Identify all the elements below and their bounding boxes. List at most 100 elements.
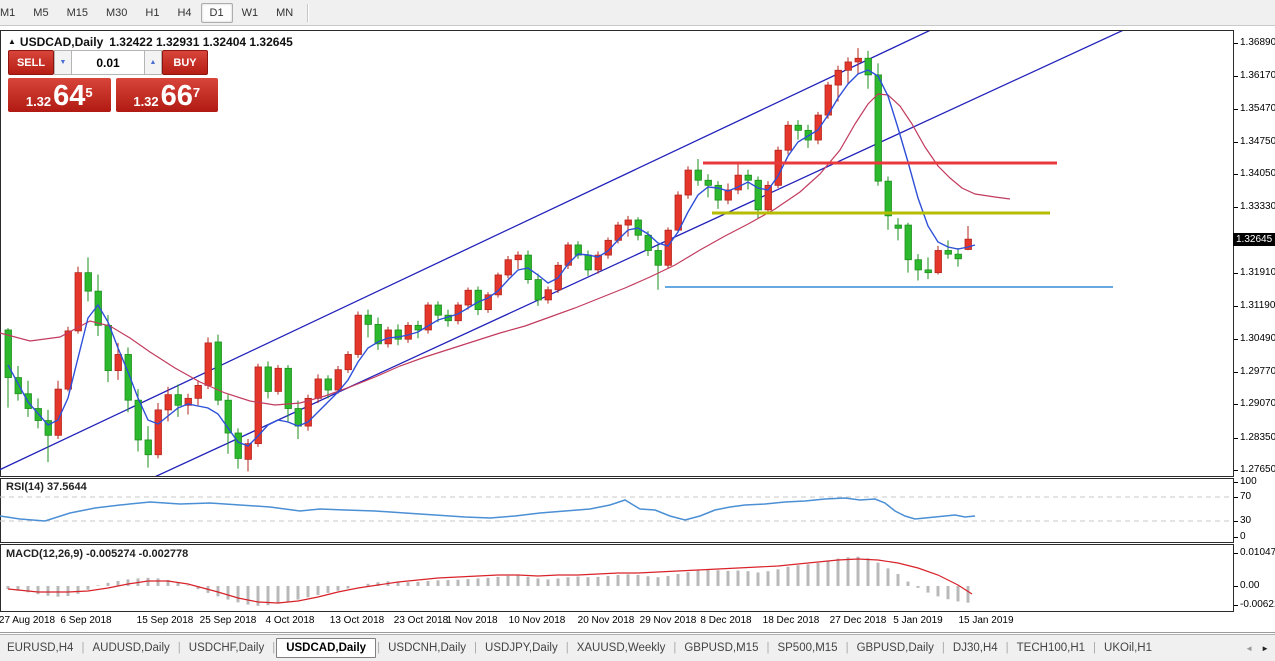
candle-up	[784, 124, 792, 151]
chart-title-bar: ▲ USDCAD,Daily 1.32422 1.32931 1.32404 1.3…	[8, 35, 293, 49]
candle-up	[624, 219, 632, 226]
timeframe-button-H4[interactable]: H4	[177, 6, 192, 19]
volume-decrease-button[interactable]: ▼	[54, 50, 72, 75]
candle-down	[414, 324, 422, 331]
candle-down	[224, 399, 232, 434]
tab-separator: |	[177, 642, 181, 654]
candle-up	[684, 169, 692, 196]
sell-price-point: 5	[85, 85, 93, 100]
candle-up	[594, 254, 602, 271]
chart-tab-TECH100-H1[interactable]: TECH100,H1	[1016, 642, 1086, 654]
candle-up	[114, 354, 122, 372]
candle-up	[154, 409, 162, 456]
timeframe-toolbar: M1 M5 M15 M30 H1 H4 D1 W1 MN	[0, 0, 1275, 26]
candle-down	[4, 329, 12, 378]
chart-tab-DJ30-H4[interactable]: DJ30,H4	[952, 642, 998, 654]
chart-tab-EURUSD-H4[interactable]: EURUSD,H4	[7, 642, 74, 654]
spinner-up-icon: ▲	[149, 59, 157, 66]
candle-up	[314, 378, 322, 399]
timeframe-button-D1[interactable]: D1	[200, 2, 233, 23]
macd-axis-label: 0.00	[1240, 580, 1260, 591]
tab-separator: |	[1093, 642, 1097, 654]
tab-scroll-right-icon[interactable]: ►	[1261, 643, 1269, 653]
date-axis-label: 4 Oct 2018	[265, 615, 315, 626]
price-axis-label: 1.27650	[1240, 464, 1275, 475]
candle-up	[964, 238, 972, 250]
tab-separator: |	[766, 642, 770, 654]
candle-down	[124, 354, 132, 401]
rsi-line	[0, 497, 976, 522]
timeframe-button-M15[interactable]: M15	[66, 6, 88, 19]
candle-down	[644, 234, 652, 251]
chart-tab-USDCAD-Daily[interactable]: USDCAD,Daily	[276, 638, 377, 658]
timeframe-button-W1[interactable]: W1	[241, 6, 259, 19]
price-axis-label: 1.30490	[1240, 333, 1275, 344]
price-chart-canvas[interactable]	[0, 31, 1232, 476]
candle-up	[74, 272, 82, 332]
tab-separator: |	[941, 642, 945, 654]
candle-down	[534, 279, 542, 301]
buy-price-pips: 66	[160, 80, 193, 112]
volume-input[interactable]: 0.01	[72, 50, 144, 75]
candle-up	[244, 443, 252, 460]
chart-collapse-triangle-icon[interactable]: ▲	[8, 37, 16, 46]
date-axis-label: 6 Sep 2018	[60, 615, 112, 626]
chart-tab-USDCHF-Daily[interactable]: USDCHF,Daily	[188, 642, 265, 654]
tab-scroll-left-icon[interactable]: ◄	[1245, 643, 1254, 653]
date-axis-label: 29 Nov 2018	[639, 615, 697, 626]
tab-separator: |	[845, 642, 849, 654]
chart-tab-XAUUSD-Weekly[interactable]: XAUUSD,Weekly	[576, 642, 666, 654]
rsi-axis-tick	[1234, 521, 1238, 522]
candle-down	[294, 408, 302, 427]
chart-tab-SP500-M15[interactable]: SP500,M15	[777, 642, 838, 654]
candle-up	[424, 304, 432, 331]
chart-tab-AUDUSD-Daily[interactable]: AUDUSD,Daily	[92, 642, 170, 654]
timeframe-button-H1[interactable]: H1	[145, 6, 160, 19]
date-axis-label: 27 Aug 2018	[0, 615, 56, 626]
tab-separator: |	[673, 642, 677, 654]
chart-tab-USDJPY-Daily[interactable]: USDJPY,Daily	[485, 642, 558, 654]
buy-button[interactable]: BUY	[162, 50, 208, 75]
chart-tab-GBPUSD-Daily[interactable]: GBPUSD,Daily	[856, 642, 934, 654]
price-axis-label: 1.35470	[1240, 103, 1275, 114]
candle-down	[754, 179, 762, 211]
volume-increase-button[interactable]: ▲	[144, 50, 162, 75]
candle-up	[934, 250, 942, 274]
slow-ma-line	[0, 93, 1011, 406]
rsi-axis-tick	[1234, 537, 1238, 538]
rsi-axis-label: 0	[1240, 531, 1246, 542]
candle-up	[54, 388, 62, 436]
candle-up	[494, 274, 502, 296]
candle-down	[214, 341, 222, 401]
timeframe-button-M30[interactable]: M30	[105, 6, 128, 19]
timeframe-button-MN[interactable]: MN	[276, 6, 294, 19]
candle-up	[734, 174, 742, 191]
chart-tab-USDCNH-Daily[interactable]: USDCNH,Daily	[388, 642, 467, 654]
buy-price-panel[interactable]: 1.32 66 7	[115, 78, 218, 112]
timeframe-button-M5[interactable]: M5	[33, 6, 49, 19]
chart-tab-bar: EURUSD,H4 | AUDUSD,Daily | USDCHF,Daily | USDC…	[0, 634, 1275, 661]
rsi-pane[interactable]	[0, 478, 1234, 543]
candle-up	[334, 369, 342, 391]
macd-axis-tick	[1234, 553, 1238, 554]
tab-separator: |	[565, 642, 569, 654]
chart-tab-GBPUSD-M15[interactable]: GBPUSD,M15	[684, 642, 759, 654]
rsi-chart-canvas[interactable]	[0, 479, 1232, 542]
chart-tab-UKOil-H1[interactable]: UKOil,H1	[1104, 642, 1152, 654]
candle-up	[564, 244, 572, 266]
candle-up	[834, 69, 842, 86]
date-axis-label: 27 Dec 2018	[829, 615, 887, 626]
timeframe-button-M1[interactable]: M1	[0, 6, 16, 19]
candle-down	[324, 378, 332, 391]
candle-down	[954, 253, 962, 260]
chart-window-bottom-border	[0, 632, 1275, 633]
candle-down	[144, 439, 152, 456]
sell-price-panel[interactable]: 1.32 64 5	[8, 78, 111, 112]
candle-up	[544, 289, 552, 301]
price-axis-label: 1.34050	[1240, 168, 1275, 179]
macd-chart-canvas[interactable]	[0, 545, 1232, 611]
chart-tabs: EURUSD,H4 | AUDUSD,Daily | USDCHF,Daily | USDC…	[0, 638, 1159, 658]
sell-button[interactable]: SELL	[8, 50, 54, 75]
candle-up	[764, 184, 772, 211]
